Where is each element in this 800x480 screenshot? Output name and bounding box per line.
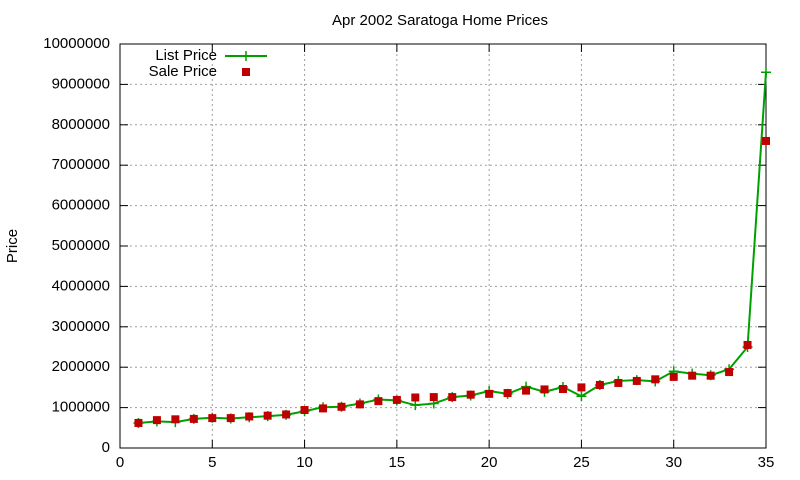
point [577,383,586,392]
point [595,380,604,389]
point [263,411,272,420]
y-axis-label: Price [4,229,21,263]
y-tick-label: 10000000 [43,35,110,52]
point [282,410,291,419]
y-tick-label: 9000000 [52,75,110,92]
x-tick-label: 10 [296,454,313,471]
y-tick-label: 6000000 [52,197,110,214]
x-tick-label: 15 [389,454,406,471]
point [448,393,457,402]
point [374,397,383,406]
point [614,378,623,387]
point [134,418,143,427]
legend-label: List Price [155,47,217,64]
y-tick-label: 7000000 [52,156,110,173]
point [522,386,531,395]
point [540,385,549,394]
y-tick-label: 8000000 [52,116,110,133]
point [337,402,346,411]
legend-swatch [241,51,251,61]
point [392,395,401,404]
point [319,404,328,413]
y-tick-label: 4000000 [52,277,110,294]
point [688,371,697,380]
point [558,385,567,394]
point [725,368,734,377]
x-tick-label: 0 [116,454,124,471]
point [706,371,715,380]
y-tick-label: 2000000 [52,358,110,375]
point [226,414,235,423]
point [632,376,641,385]
point [208,414,217,423]
point [485,389,494,398]
x-tick-label: 20 [481,454,498,471]
legend-label: Sale Price [149,63,217,80]
point [762,136,770,145]
y-tick-label: 3000000 [52,318,110,335]
point [466,390,475,399]
y-tick-label: 1000000 [52,399,110,416]
point [429,393,438,402]
point [761,67,771,78]
point [189,414,198,423]
y-tick-label: 0 [102,439,110,456]
point [669,372,678,381]
x-tick-label: 25 [573,454,590,471]
point [411,393,420,402]
x-tick-label: 35 [758,454,775,471]
legend-swatch [242,68,250,76]
x-tick-label: 5 [208,454,216,471]
point [651,375,660,384]
point [171,415,180,424]
point [355,400,364,409]
y-tick-label: 5000000 [52,237,110,254]
chart-title: Apr 2002 Saratoga Home Prices [332,12,548,29]
plot-frame [119,43,767,449]
point [245,412,254,421]
point [300,406,309,415]
x-tick-label: 30 [665,454,682,471]
point [743,340,752,349]
point [152,416,161,425]
point [503,389,512,398]
point [410,400,421,411]
point [576,391,587,402]
